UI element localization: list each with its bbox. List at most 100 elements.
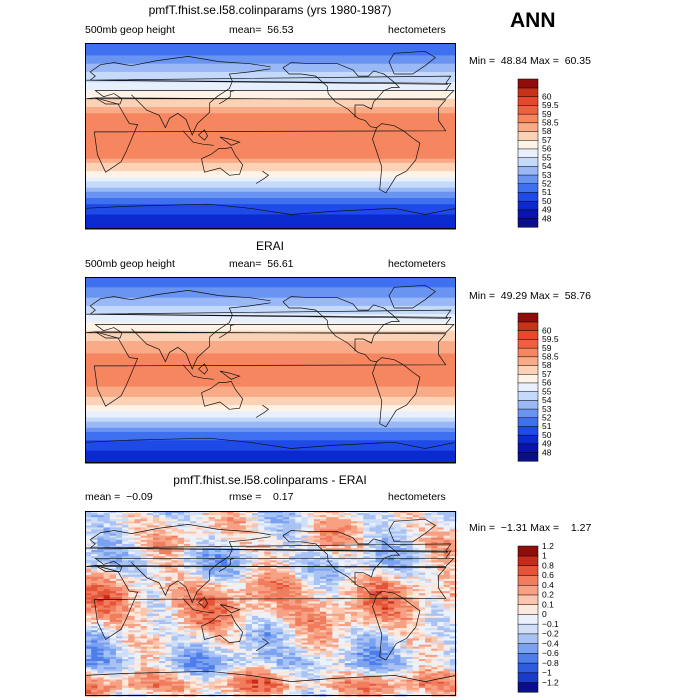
field-cell: [387, 543, 395, 547]
field-cell: [412, 576, 420, 580]
field-cell: [412, 642, 420, 646]
field-cell: [400, 601, 408, 605]
field-cell: [387, 570, 395, 574]
field-cell: [326, 644, 333, 648]
field-cell: [406, 607, 414, 611]
field-cell: [443, 576, 451, 580]
field-cell: [103, 640, 111, 644]
field-cell: [350, 541, 358, 545]
field-cell: [134, 537, 142, 541]
field-cell: [208, 564, 216, 568]
field-cell: [387, 667, 395, 670]
field-cell: [264, 648, 272, 652]
field-cell: [313, 525, 321, 529]
field-cell: [425, 607, 432, 611]
field-cell: [233, 646, 241, 650]
field-cell: [431, 605, 439, 609]
field-cell: [165, 529, 173, 533]
field-cell: [221, 519, 228, 522]
field-cell: [437, 580, 445, 584]
field-cell: [375, 570, 383, 574]
field-cell: [431, 529, 439, 533]
field-cell: [289, 533, 296, 537]
field-band: [85, 456, 456, 460]
field-cell: [202, 589, 210, 592]
field-cell: [319, 632, 327, 635]
field-cell: [258, 659, 265, 662]
field-cell: [412, 521, 420, 524]
field-cell: [251, 601, 259, 605]
field-cell: [412, 587, 420, 590]
field-cell: [326, 513, 333, 516]
field-cell: [122, 661, 129, 664]
field-cell: [449, 624, 457, 627]
field-cell: [301, 554, 309, 557]
field-cell: [295, 591, 303, 594]
field-cell: [344, 593, 352, 596]
field-cell: [437, 667, 445, 670]
field-cell: [128, 539, 136, 543]
field-cell: [363, 593, 371, 596]
field-cell: [128, 566, 136, 570]
field-cell: [190, 562, 197, 566]
field-cell: [375, 580, 383, 584]
field-cell: [91, 589, 98, 592]
field-cell: [369, 564, 377, 568]
field-cell: [437, 533, 445, 537]
field-cell: [91, 539, 98, 543]
field-band: [85, 144, 456, 147]
field-cell: [134, 535, 142, 539]
field-cell: [214, 593, 222, 596]
field-cell: [332, 661, 340, 664]
field-cell: [301, 513, 309, 516]
field-band: [85, 316, 456, 319]
field-cell: [196, 521, 204, 524]
field-cell: [196, 648, 204, 652]
field-cell: [115, 537, 123, 541]
field-cell: [221, 605, 228, 609]
field-cell: [350, 548, 358, 551]
field-cell: [251, 531, 259, 535]
field-cell: [425, 568, 432, 572]
field-cell: [437, 587, 445, 590]
field-cell: [91, 521, 98, 524]
field-cell: [233, 541, 241, 545]
field-cell: [140, 527, 148, 531]
field-cell: [239, 527, 247, 531]
field-cell: [387, 562, 395, 566]
field-cell: [85, 562, 92, 566]
field-cell: [449, 607, 457, 611]
field-cell: [227, 529, 234, 533]
field-cell: [350, 654, 358, 658]
field-cell: [159, 613, 166, 617]
field-cell: [97, 656, 105, 660]
field-cell: [319, 661, 327, 664]
field-cell: [146, 630, 154, 633]
field-cell: [332, 548, 340, 551]
field-cell: [412, 560, 420, 563]
field-cell: [394, 527, 401, 531]
field-cell: [196, 558, 204, 561]
field-cell: [381, 564, 389, 568]
field-cell: [91, 642, 98, 646]
field-cell: [122, 617, 129, 621]
field-cell: [91, 593, 98, 596]
field-cell: [159, 543, 166, 547]
field-cell: [239, 652, 247, 656]
field-cell: [381, 521, 389, 524]
field-cell: [338, 640, 346, 644]
field-cell: [412, 550, 420, 553]
field-cell: [375, 531, 383, 535]
field-cell: [431, 640, 439, 644]
field-cell: [437, 582, 445, 586]
field-cell: [239, 648, 247, 652]
field-cell: [159, 521, 166, 524]
field-band: [85, 429, 456, 433]
field-cell: [437, 541, 445, 545]
field-cell: [221, 648, 228, 652]
field-cell: [443, 562, 451, 566]
field-cell: [258, 634, 265, 637]
field-cell: [282, 543, 290, 547]
field-cell: [282, 519, 290, 522]
colorbar-swatch: [517, 174, 539, 185]
